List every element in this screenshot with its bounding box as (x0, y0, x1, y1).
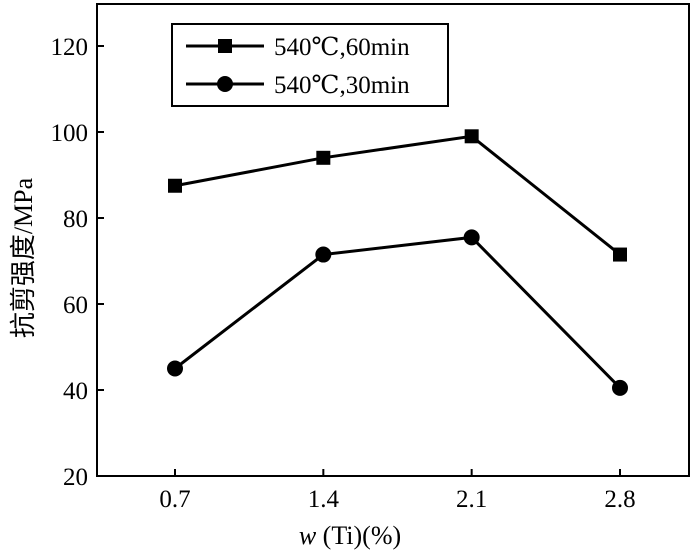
legend-entry-60min: 540℃,60min (186, 34, 410, 61)
y-axis: 20 40 60 80 100 120 (51, 34, 104, 491)
data-point-square (316, 150, 331, 165)
legend-label-30min: 540℃,30min (274, 72, 410, 99)
y-tick-label: 120 (51, 34, 89, 61)
legend-entry-30min: 540℃,30min (186, 72, 410, 99)
x-tick-label: 2.1 (456, 486, 487, 513)
series-line-2 (174, 235, 622, 389)
y-tick-label: 60 (63, 292, 88, 319)
y-tick-label: 20 (63, 464, 88, 491)
x-axis: 0.7 1.4 2.1 2.8 (159, 469, 636, 513)
y-axis-title: 抗剪强度/MPa (9, 177, 38, 338)
legend-label-60min: 540℃,60min (274, 34, 410, 61)
data-point-circle (315, 246, 332, 263)
x-axis-title: w (Ti)(%) (299, 521, 401, 550)
data-point-circle (463, 229, 480, 246)
series-line-1 (174, 134, 621, 256)
legend-marker-circle (217, 76, 233, 92)
x-tick-label: 2.8 (604, 486, 635, 513)
plot-frame (96, 3, 690, 477)
data-point-square (613, 247, 627, 262)
x-tick-label: 1.4 (308, 486, 340, 513)
y-tick-label: 80 (63, 206, 88, 233)
legend-box (171, 23, 449, 107)
data-point-circle (167, 360, 183, 377)
data-point-circle (612, 379, 628, 396)
legend: 540℃,60min 540℃,30min (171, 23, 449, 107)
y-tick-label: 100 (51, 120, 89, 147)
y-tick-label: 40 (63, 378, 88, 405)
data-point-square (464, 129, 479, 144)
x-tick-label: 0.7 (159, 486, 190, 513)
legend-marker-square (218, 39, 232, 53)
series-layer (167, 129, 628, 396)
data-point-square (168, 178, 182, 193)
